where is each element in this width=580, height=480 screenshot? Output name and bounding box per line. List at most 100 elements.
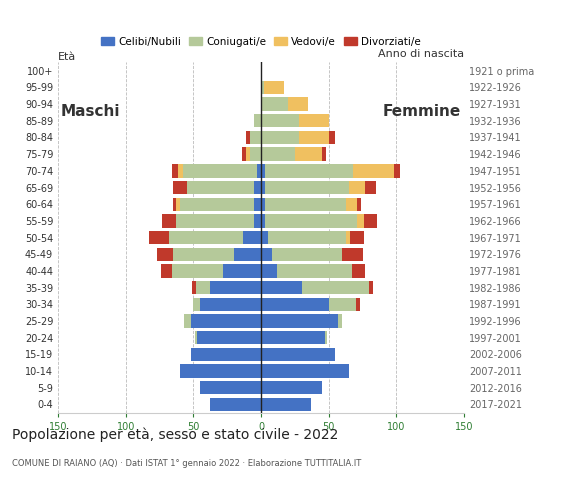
Bar [265,164,353,178]
Bar [261,181,265,194]
Bar [200,381,261,395]
Bar [254,198,261,211]
Bar [173,181,187,194]
Bar [265,181,349,194]
Bar [173,198,176,211]
Bar [254,181,261,194]
Bar [246,131,250,144]
Bar [172,264,223,277]
Bar [176,198,180,211]
Bar [261,331,325,344]
Bar [351,264,365,277]
Bar [179,164,183,178]
Bar [254,214,261,228]
Bar [357,198,361,211]
Bar [173,248,234,261]
Bar [197,331,261,344]
Text: COMUNE DI RAIANO (AQ) · Dati ISTAT 1° gennaio 2022 · Elaborazione TUTTITALIA.IT: COMUNE DI RAIANO (AQ) · Dati ISTAT 1° ge… [12,458,361,468]
Bar [200,298,261,311]
Bar [261,264,277,277]
Bar [268,231,346,244]
Bar [193,298,200,311]
Bar [353,164,394,178]
Bar [295,147,322,161]
Bar [322,147,326,161]
Bar [257,164,261,178]
Legend: Celibi/Nubili, Coniugati/e, Vedovi/e, Divorziati/e: Celibi/Nubili, Coniugati/e, Vedovi/e, Di… [97,33,425,51]
Bar [299,131,329,144]
Text: Età: Età [58,52,76,62]
Bar [261,314,338,328]
Bar [148,231,169,244]
Bar [346,198,357,211]
Bar [394,164,400,178]
Bar [261,114,299,128]
Bar [242,147,246,161]
Bar [364,214,378,228]
Bar [299,114,329,128]
Bar [223,264,261,277]
Bar [261,298,329,311]
Bar [187,181,254,194]
Bar [288,97,309,111]
Bar [329,298,356,311]
Bar [261,381,322,395]
Bar [261,81,264,94]
Bar [261,214,265,228]
Bar [261,198,265,211]
Bar [346,231,350,244]
Bar [261,231,268,244]
Bar [325,331,327,344]
Bar [261,281,302,294]
Bar [191,348,261,361]
Bar [169,231,244,244]
Bar [180,364,261,378]
Bar [234,248,261,261]
Bar [357,214,364,228]
Bar [264,81,284,94]
Bar [329,131,335,144]
Bar [261,164,265,178]
Bar [196,281,209,294]
Bar [254,114,261,128]
Text: Femmine: Femmine [383,104,461,119]
Bar [250,131,261,144]
Bar [176,214,254,228]
Bar [183,164,257,178]
Bar [261,348,335,361]
Bar [265,214,357,228]
Bar [261,398,311,411]
Bar [277,264,351,277]
Bar [365,181,376,194]
Bar [261,364,349,378]
Bar [161,264,172,277]
Bar [157,248,173,261]
Text: Anno di nascita: Anno di nascita [378,49,464,59]
Bar [195,331,197,344]
Bar [172,164,179,178]
Bar [191,314,261,328]
Bar [302,281,369,294]
Bar [261,131,299,144]
Bar [261,97,288,111]
Bar [209,398,261,411]
Bar [244,231,261,244]
Text: Popolazione per età, sesso e stato civile - 2022: Popolazione per età, sesso e stato civil… [12,428,338,442]
Bar [338,314,342,328]
Bar [349,181,365,194]
Bar [265,198,346,211]
Bar [261,147,295,161]
Bar [342,248,362,261]
Bar [356,298,360,311]
Bar [246,147,250,161]
Bar [369,281,374,294]
Bar [192,281,196,294]
Bar [184,314,191,328]
Bar [209,281,261,294]
Bar [180,198,254,211]
Text: Maschi: Maschi [61,104,120,119]
Bar [162,214,176,228]
Bar [261,248,272,261]
Bar [250,147,261,161]
Bar [272,248,342,261]
